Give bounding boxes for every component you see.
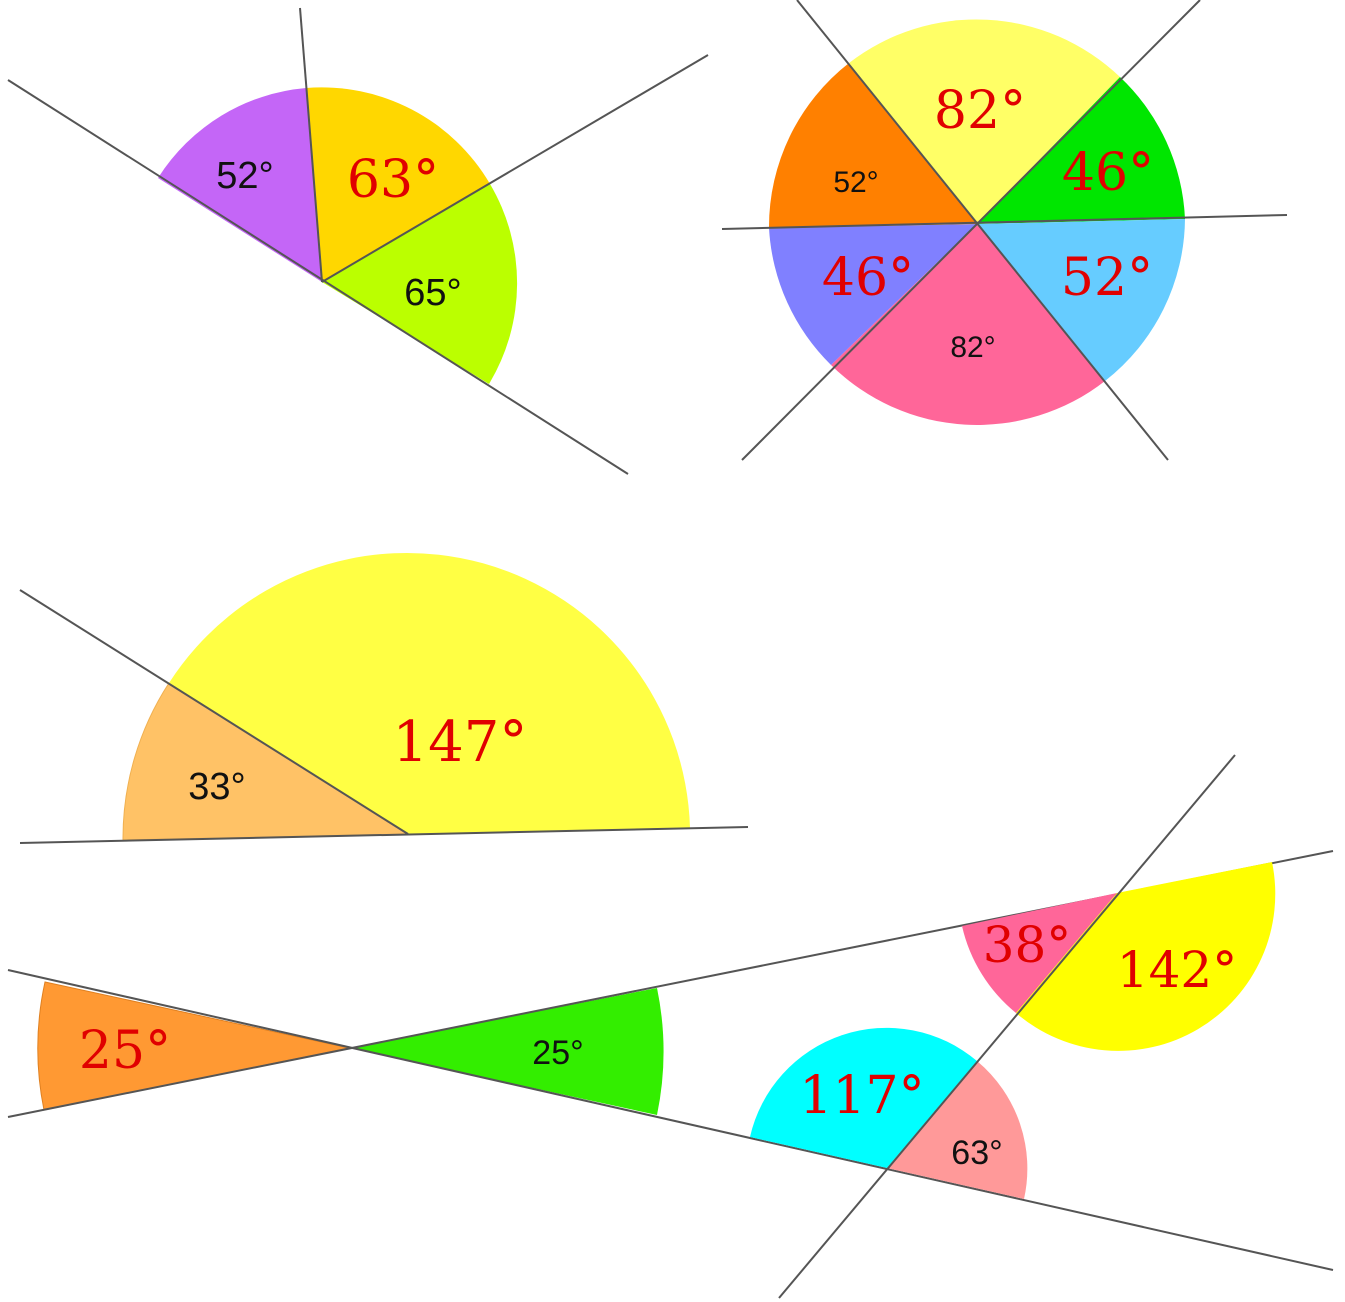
ray-right — [321, 54, 709, 283]
sector-117-cyan — [750, 1027, 977, 1168]
angle-label-46-left: 46° — [822, 248, 914, 308]
line-transversal — [778, 754, 1236, 1299]
sector-25-orange — [37, 981, 350, 1111]
sector-63-gold — [306, 87, 490, 283]
angle-label-65: 65° — [404, 272, 461, 314]
sector-82-yellow — [849, 19, 1120, 225]
angle-label-63: 63° — [951, 1134, 1002, 1172]
angle-label-117: 117° — [799, 1066, 924, 1126]
sector-142-yellow — [1016, 862, 1276, 1051]
angle-label-25-left: 25° — [79, 1021, 171, 1081]
sector-38-pink — [962, 893, 1117, 1013]
figure-2-three-lines-at-point: 82° 46° 52° 82° 46° 52° — [721, 0, 1288, 461]
sector-65-lime — [322, 184, 518, 384]
angle-label-52-left: 52° — [833, 166, 878, 199]
sector-63-salmon — [887, 1061, 1028, 1199]
sector-52-purple — [158, 88, 322, 282]
sector-52-orange — [768, 63, 977, 228]
sector-46-violet — [769, 224, 977, 365]
sector-147-yellow — [169, 552, 690, 834]
angle-label-52: 52° — [216, 155, 273, 197]
angle-label-63: 63° — [347, 150, 439, 210]
angle-label-33: 33° — [188, 766, 245, 808]
angle-label-25-right: 25° — [532, 1034, 583, 1072]
angle-label-38: 38° — [983, 916, 1072, 974]
line-rising — [741, 0, 1201, 461]
line-base — [19, 826, 749, 844]
angle-label-82-bottom: 82° — [950, 331, 995, 364]
line-falling — [796, 0, 1169, 461]
angle-label-147: 147° — [393, 710, 528, 775]
line-horizontal — [721, 214, 1288, 230]
ray-up — [299, 7, 323, 283]
ray-slanted — [19, 589, 409, 835]
angle-label-142: 142° — [1117, 941, 1237, 999]
angle-label-46-right: 46° — [1062, 143, 1154, 203]
sector-82-pink — [831, 224, 1105, 425]
line-long-falling — [7, 969, 1334, 1271]
figure-3-angles-on-line: 33° 147° — [19, 552, 749, 844]
figure-4-vertically-opposite: 25° 25° — [7, 850, 1334, 1271]
angle-label-52-right: 52° — [1061, 248, 1153, 308]
figure-5-transversal-angles: 38° 142° 117° 63° — [750, 754, 1276, 1299]
sector-25-green — [349, 988, 664, 1115]
angle-label-82-top: 82° — [934, 81, 1026, 141]
sector-52-lightblue — [977, 219, 1185, 381]
ray-base — [7, 79, 629, 475]
sector-46-green — [977, 77, 1185, 224]
figure-1-adjacent-angles: 52° 63° 65° — [7, 7, 709, 475]
sector-33-lightorange — [122, 682, 410, 841]
